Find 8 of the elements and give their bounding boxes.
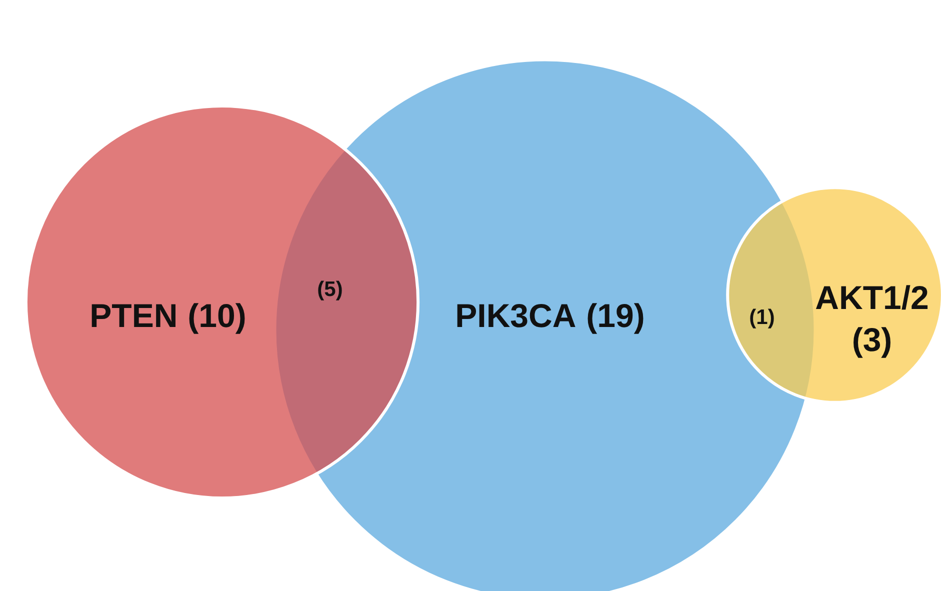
category-label: AKT1/2: [815, 279, 929, 316]
data-label: (3): [852, 321, 892, 358]
text: (5): [317, 278, 343, 301]
text: (1): [749, 306, 775, 329]
data-label: (10): [188, 297, 246, 334]
data-label: (19): [586, 297, 645, 334]
category-label: PTEN: [90, 297, 178, 334]
category-label: PIK3CA: [455, 297, 576, 334]
